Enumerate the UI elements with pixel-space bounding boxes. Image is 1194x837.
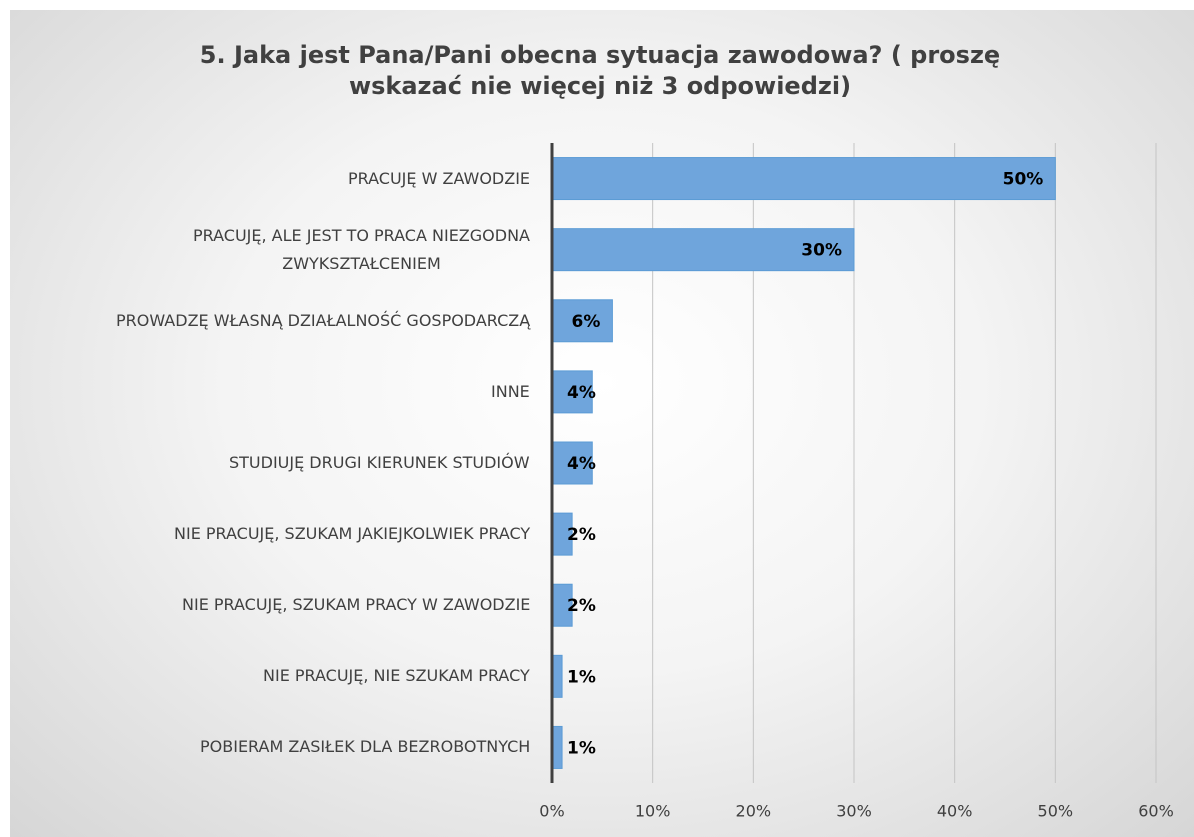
x-tick-label: 60% (1138, 802, 1174, 821)
data-label: 30% (801, 241, 842, 261)
y-tick-label: PROWADZĘ WŁASNĄ DZIAŁALNOŚĆ GOSPODARCZĄ (116, 310, 531, 330)
data-label: 50% (1003, 170, 1044, 190)
data-label: 4% (567, 454, 596, 474)
data-label: 2% (567, 525, 596, 545)
y-tick-label: PRACUJĘ, ALE JEST TO PRACA NIEZGODNA ZWY… (193, 225, 530, 273)
x-tick-label: 30% (836, 802, 872, 821)
y-tick-label: POBIERAM ZASIŁEK DLA BEZROBOTNYCH (200, 737, 531, 757)
bar (551, 157, 1056, 201)
x-tick-label: 0% (539, 802, 564, 821)
x-tick-label: 40% (937, 802, 973, 821)
chart-title: 5. Jaka jest Pana/Pani obecna sytuacja z… (199, 41, 1001, 100)
x-tick-label: 50% (1038, 802, 1074, 821)
bar (551, 370, 593, 414)
y-tick-label: NIE PRACUJĘ, NIE SZUKAM PRACY (263, 666, 530, 686)
data-label: 1% (567, 738, 596, 758)
x-tick-label: 10% (635, 802, 671, 821)
bar (551, 654, 563, 698)
bar (551, 725, 563, 769)
y-tick-label: NIE PRACUJĘ, SZUKAM JAKIEJKOLWIEK PRACY (174, 524, 531, 544)
bar (551, 441, 593, 485)
y-tick-label: INNE (491, 381, 530, 401)
data-label: 1% (567, 667, 596, 687)
chart-background (10, 10, 1194, 837)
y-tick-label: NIE PRACUJĘ, SZUKAM PRACY W ZAWODZIE (182, 595, 531, 615)
y-tick-label: PRACUJĘ W ZAWODZIE (348, 168, 531, 188)
y-tick-label: STUDIUJĘ DRUGI KIERUNEK STUDIÓW (229, 453, 530, 472)
x-tick-label: 20% (736, 802, 772, 821)
data-label: 4% (567, 383, 596, 403)
data-label: 6% (572, 312, 601, 332)
bar (551, 228, 855, 272)
data-label: 2% (567, 596, 596, 616)
